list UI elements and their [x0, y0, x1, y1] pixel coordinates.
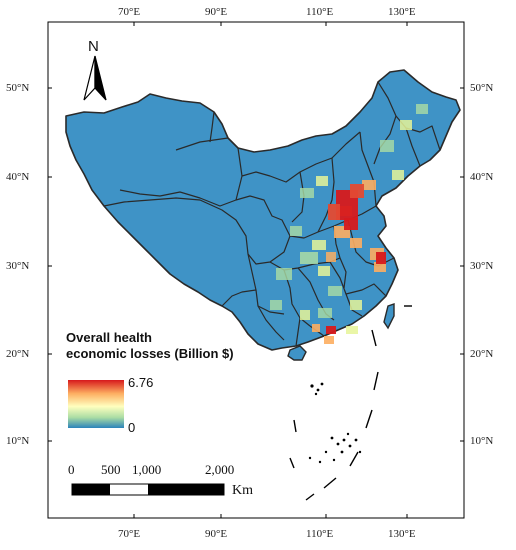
- scale-label-500: 500: [101, 462, 121, 477]
- south-china-sea-islands: [308, 382, 362, 464]
- top-lon-label-130: 130°E: [388, 6, 416, 18]
- left-lat-label-10: 10°N: [6, 435, 30, 447]
- right-lat-label-20: 20°N: [470, 348, 494, 360]
- legend-title-line1: Overall health: [66, 330, 152, 345]
- right-lat-label-50: 50°N: [470, 82, 494, 94]
- top-lon-label-90: 90°E: [205, 6, 228, 18]
- legend-max-label: 6.76: [128, 375, 154, 390]
- scale-label-2000: 2,000: [205, 462, 235, 477]
- left-lat-label-20: 20°N: [6, 348, 30, 360]
- north-arrow-label: N: [88, 38, 99, 55]
- north-arrow-icon: [83, 55, 107, 101]
- top-lon-label-110: 110°E: [306, 6, 334, 18]
- frame-ticks: [48, 22, 464, 518]
- scale-unit-label: Km: [232, 483, 253, 498]
- legend-color-bar: [68, 380, 124, 428]
- right-lat-label-30: 30°N: [470, 260, 494, 272]
- scale-label-0: 0: [68, 462, 75, 477]
- high-loss-cells: [326, 184, 386, 334]
- south-china-sea-lines: [289, 305, 412, 501]
- china-landmass: [65, 69, 461, 351]
- bottom-lon-label-70: 70°E: [118, 528, 141, 540]
- left-lat-label-40: 40°N: [6, 171, 30, 183]
- bottom-lon-label-110: 110°E: [306, 528, 334, 540]
- right-lat-label-10: 10°N: [470, 435, 494, 447]
- low-loss-cells: [270, 104, 428, 334]
- legend-title: Overall health economic losses (Billion …: [66, 330, 234, 362]
- legend-min-label: 0: [128, 420, 136, 435]
- right-lat-label-40: 40°N: [470, 171, 494, 183]
- left-lat-label-30: 30°N: [6, 260, 30, 272]
- scale-bar: [71, 483, 225, 496]
- left-lat-label-50: 50°N: [6, 82, 30, 94]
- bottom-lon-label-130: 130°E: [388, 528, 416, 540]
- legend-title-line2: economic losses (Billion $): [66, 346, 234, 361]
- taiwan-island: [383, 303, 395, 330]
- hainan-island: [287, 345, 307, 361]
- top-lon-label-70: 70°E: [118, 6, 141, 18]
- scale-label-1000: 1,000: [132, 462, 162, 477]
- bottom-lon-label-90: 90°E: [205, 528, 228, 540]
